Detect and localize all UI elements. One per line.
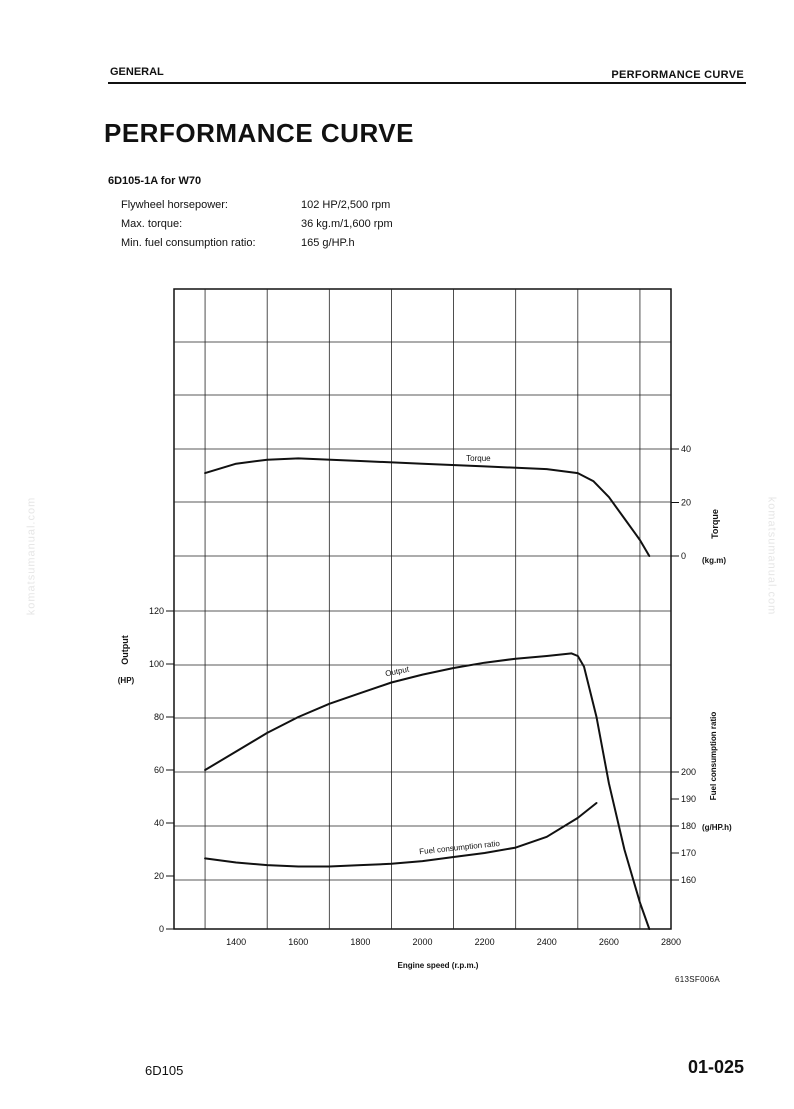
fuel-tick-label: 200 [681,767,696,777]
x-tick-label: 1600 [288,937,308,947]
output-tick-label: 60 [154,765,164,775]
header-rule [108,82,746,84]
spec-row: Flywheel horsepower: 102 HP/2,500 rpm [121,199,393,218]
output-tick-label: 100 [149,659,164,669]
curves: Torque Output Fuel consumption ratio [204,454,651,930]
grid [174,289,671,929]
x-tick-label: 2400 [537,937,557,947]
spec-label: Flywheel horsepower: [121,199,228,211]
x-tick-label: 2200 [475,937,495,947]
torque-axis-label: Torque [710,509,720,539]
header-page-label: PERFORMANCE CURVE [611,69,744,81]
x-tick-label: 2600 [599,937,619,947]
fuel-tick-label: 190 [681,794,696,804]
axis-ticks: 1400 1600 1800 2000 2200 2400 2600 280002040608… [149,444,696,947]
spec-row: Min. fuel consumption ratio: 165 g/HP.h [121,237,393,256]
footer-model: 6D105 [145,1063,184,1078]
fuel-curve-label: Fuel consumption ratio [419,839,501,856]
header-section-label: GENERAL [110,66,164,78]
series-line-torque [204,457,651,557]
x-tick-label: 2800 [661,937,681,947]
x-tick-label: 2000 [412,937,432,947]
torque-tick-label: 20 [681,498,691,508]
x-axis-label: Engine speed (r.p.m.) [398,961,479,970]
series-line-output [204,652,651,930]
series-line-fuel [204,802,598,868]
spec-value: 165 g/HP.h [301,237,355,249]
fuel-tick-label: 160 [681,875,696,885]
torque-curve-label: Torque [466,454,491,463]
spec-table: Flywheel horsepower: 102 HP/2,500 rpm Ma… [121,199,393,256]
page-number: 01-025 [688,1057,745,1077]
x-tick-label: 1400 [226,937,246,947]
spec-label: Max. torque: [121,218,183,230]
output-tick-label: 0 [159,924,164,934]
plot-frame [173,288,672,930]
output-axis-label: Output [120,635,130,665]
output-tick-label: 80 [154,712,164,722]
figure-code: 613SF006A [675,975,720,984]
fuel-tick-label: 170 [681,848,696,858]
watermark-right: komatsumanual.com [765,496,778,616]
watermark-left: komatsumanual.com [25,496,38,616]
torque-tick-label: 0 [681,551,686,561]
output-tick-label: 120 [149,606,164,616]
fuel-axis-label: Fuel consumption ratio [709,712,718,801]
spec-row: Max. torque: 36 kg.m/1,600 rpm [121,218,393,237]
output-curve-label: Output [384,664,410,678]
fuel-axis-unit: (g/HP.h) [702,823,732,832]
x-tick-label: 1800 [350,937,370,947]
output-tick-label: 40 [154,818,164,828]
output-tick-label: 20 [154,871,164,881]
torque-axis-unit: (kg.m) [702,556,726,565]
output-axis-unit: (HP) [118,676,135,685]
spec-value: 36 kg.m/1,600 rpm [301,218,393,230]
spec-label: Min. fuel consumption ratio: [121,237,256,249]
axis-labels: Output (HP) Torque (kg.m) Fuel consumpti… [118,509,732,970]
fuel-tick-label: 180 [681,821,696,831]
model-line: 6D105-1A for W70 [108,175,202,187]
torque-tick-label: 40 [681,444,691,454]
spec-value: 102 HP/2,500 rpm [301,199,391,211]
page-title: PERFORMANCE CURVE [104,118,414,148]
